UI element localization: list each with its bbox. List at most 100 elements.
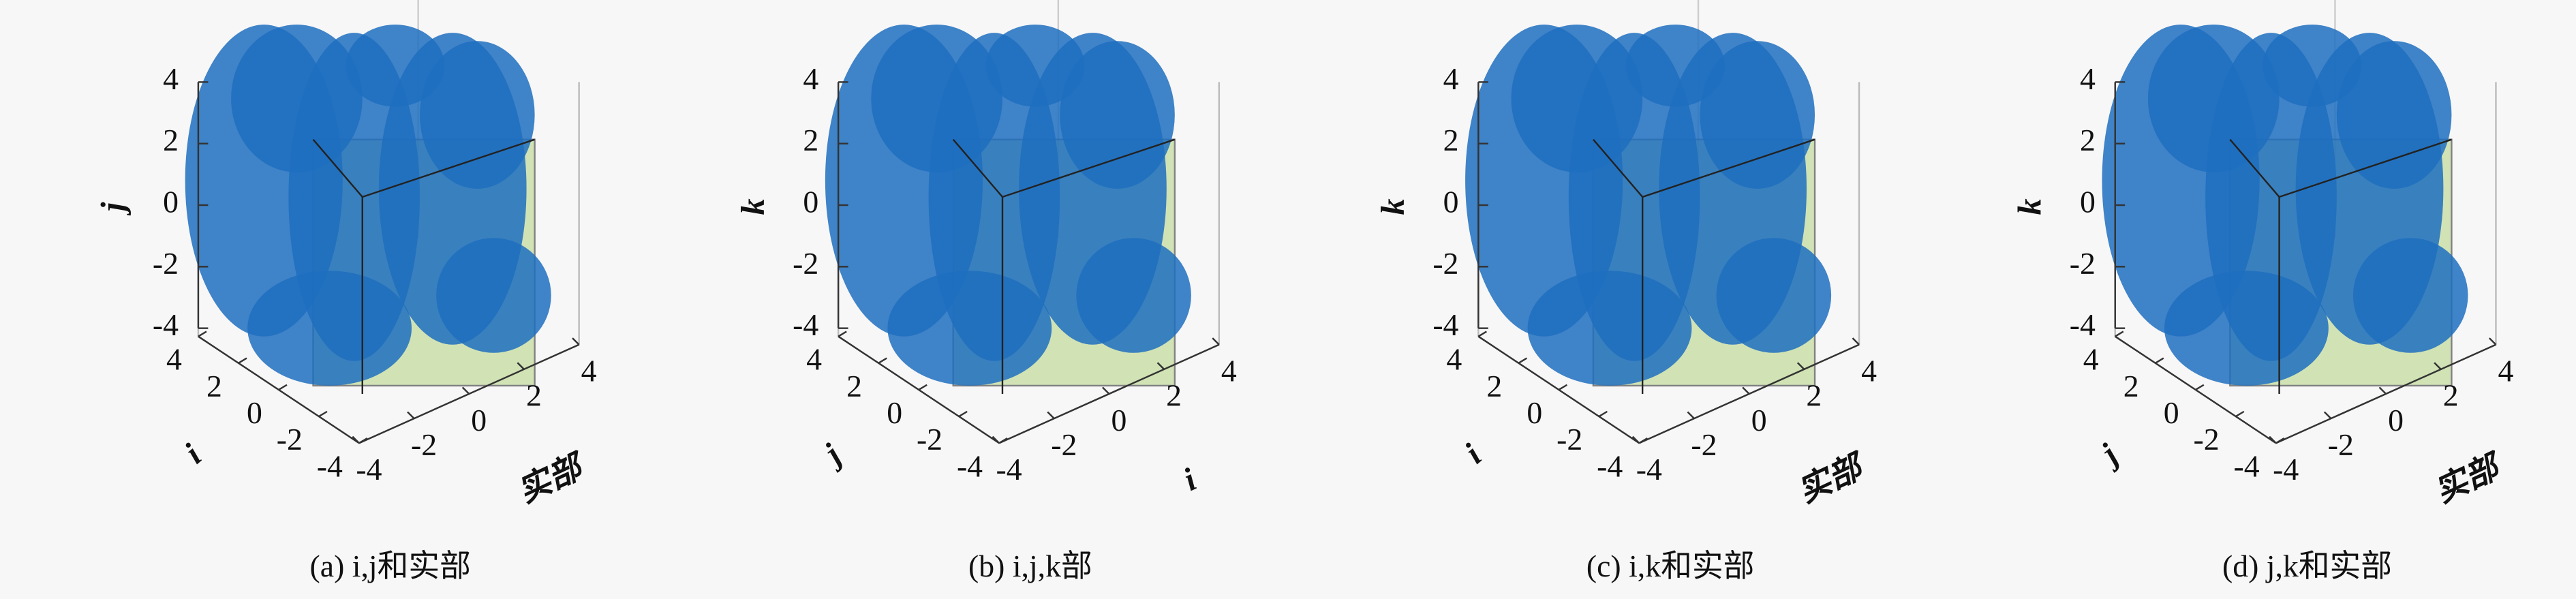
- point-cloud-blob: [2263, 25, 2361, 107]
- x-tick-label: 4: [806, 342, 822, 377]
- z-tick-label: 4: [2080, 61, 2096, 96]
- y-tick: [352, 435, 360, 444]
- x-tick-label: 0: [247, 395, 262, 430]
- x-tick: [958, 410, 968, 418]
- z-tick-label: -4: [153, 307, 179, 342]
- x-tick-label: 4: [166, 342, 182, 377]
- point-cloud-blob: [2147, 25, 2280, 172]
- caption: (c) i,k和实部: [1586, 549, 1755, 583]
- z-tick-label: -2: [2070, 246, 2096, 281]
- x-tick-label: 2: [206, 369, 222, 403]
- x-tick: [998, 437, 1008, 444]
- point-cloud-blob: [985, 25, 1085, 107]
- y-tick-label: 0: [2388, 403, 2404, 437]
- x-tick: [238, 357, 247, 364]
- y-tick: [1047, 411, 1055, 419]
- y-tick: [2378, 386, 2387, 395]
- z-axis-label: k: [2012, 198, 2048, 215]
- x-tick-label: -2: [2194, 422, 2220, 457]
- z-tick-label: 4: [803, 61, 818, 96]
- y-tick: [1687, 411, 1695, 419]
- point-cloud-blob: [887, 271, 1052, 386]
- x-tick: [878, 357, 887, 364]
- z-tick-label: -2: [153, 246, 179, 281]
- point-cloud-blob: [1626, 25, 1725, 107]
- y-tick: [2488, 337, 2497, 345]
- y-tick-label: -4: [2273, 452, 2299, 487]
- x-tick-label: 2: [2123, 369, 2139, 403]
- z-tick-label: 0: [803, 185, 818, 219]
- inner-box-edge: [1593, 138, 1815, 394]
- y-axis-label: i: [1178, 461, 1202, 498]
- x-tick: [1477, 331, 1488, 337]
- z-tick-label: -2: [793, 246, 818, 281]
- y-tick: [572, 337, 580, 345]
- y-tick: [1742, 386, 1750, 395]
- x-tick-label: 4: [1446, 342, 1462, 377]
- y-tick: [1102, 386, 1110, 395]
- point-cloud-blob: [1076, 238, 1191, 353]
- y-tick: [1631, 435, 1640, 444]
- x-tick: [1558, 384, 1568, 390]
- y-tick: [2323, 411, 2332, 419]
- caption: (a) i,j和实部: [310, 549, 471, 583]
- y-tick-label: 2: [2443, 378, 2459, 413]
- x-tick: [278, 384, 288, 390]
- z-tick-label: -4: [793, 307, 818, 342]
- point-cloud-blob: [871, 25, 1002, 172]
- x-tick: [1638, 437, 1649, 444]
- y-tick: [992, 435, 1000, 444]
- inner-box-edge: [952, 138, 1176, 394]
- y-tick-label: 4: [2498, 354, 2513, 388]
- y-axis-label: 实部: [512, 447, 592, 510]
- x-tick-label: 2: [846, 369, 862, 403]
- x-tick: [2115, 331, 2124, 337]
- x-axis-label: j: [814, 437, 848, 474]
- y-tick: [407, 411, 415, 419]
- point-cloud-blob: [2336, 41, 2452, 189]
- y-tick-label: 0: [1111, 403, 1127, 437]
- y-tick: [2269, 435, 2277, 444]
- point-cloud-blob: [247, 271, 412, 386]
- y-tick-label: -2: [411, 427, 437, 462]
- point-cloud-blob: [346, 25, 445, 107]
- x-tick: [918, 384, 927, 390]
- point-cloud-blob: [436, 238, 551, 353]
- point-cloud-blob: [1700, 41, 1815, 189]
- x-axis-label: i: [1458, 437, 1489, 471]
- caption: (b) i,j,k部: [968, 549, 1092, 583]
- y-tick: [1212, 337, 1220, 345]
- z-tick-label: 2: [163, 123, 179, 157]
- x-tick-label: 0: [887, 395, 902, 430]
- point-cloud: [1465, 25, 1832, 394]
- y-axis-label: 实部: [1792, 447, 1872, 510]
- x-tick-label: -4: [317, 448, 343, 483]
- point-cloud: [825, 25, 1191, 394]
- y-tick-label: -4: [356, 452, 382, 487]
- x-tick: [838, 331, 847, 337]
- z-tick-label: 0: [1443, 185, 1459, 219]
- inner-box-edge: [312, 138, 536, 394]
- x-tick-label: -2: [1557, 422, 1582, 457]
- x-tick-label: 0: [2164, 395, 2179, 430]
- point-cloud-blob: [1527, 271, 1692, 386]
- y-tick: [1796, 362, 1805, 370]
- x-tick-label: 2: [1486, 369, 1502, 403]
- point-cloud: [185, 25, 551, 394]
- y-tick-label: 4: [581, 354, 597, 388]
- x-tick-label: 4: [2083, 342, 2099, 377]
- x-tick-label: -2: [277, 422, 303, 457]
- z-axis-label: k: [1375, 198, 1411, 215]
- x-tick: [2275, 437, 2285, 444]
- x-tick: [1518, 357, 1528, 364]
- z-tick-label: 4: [1443, 61, 1459, 96]
- x-tick-label: -4: [957, 448, 983, 483]
- point-cloud-blob: [2164, 271, 2329, 386]
- y-tick: [2434, 362, 2442, 370]
- x-tick: [318, 410, 328, 418]
